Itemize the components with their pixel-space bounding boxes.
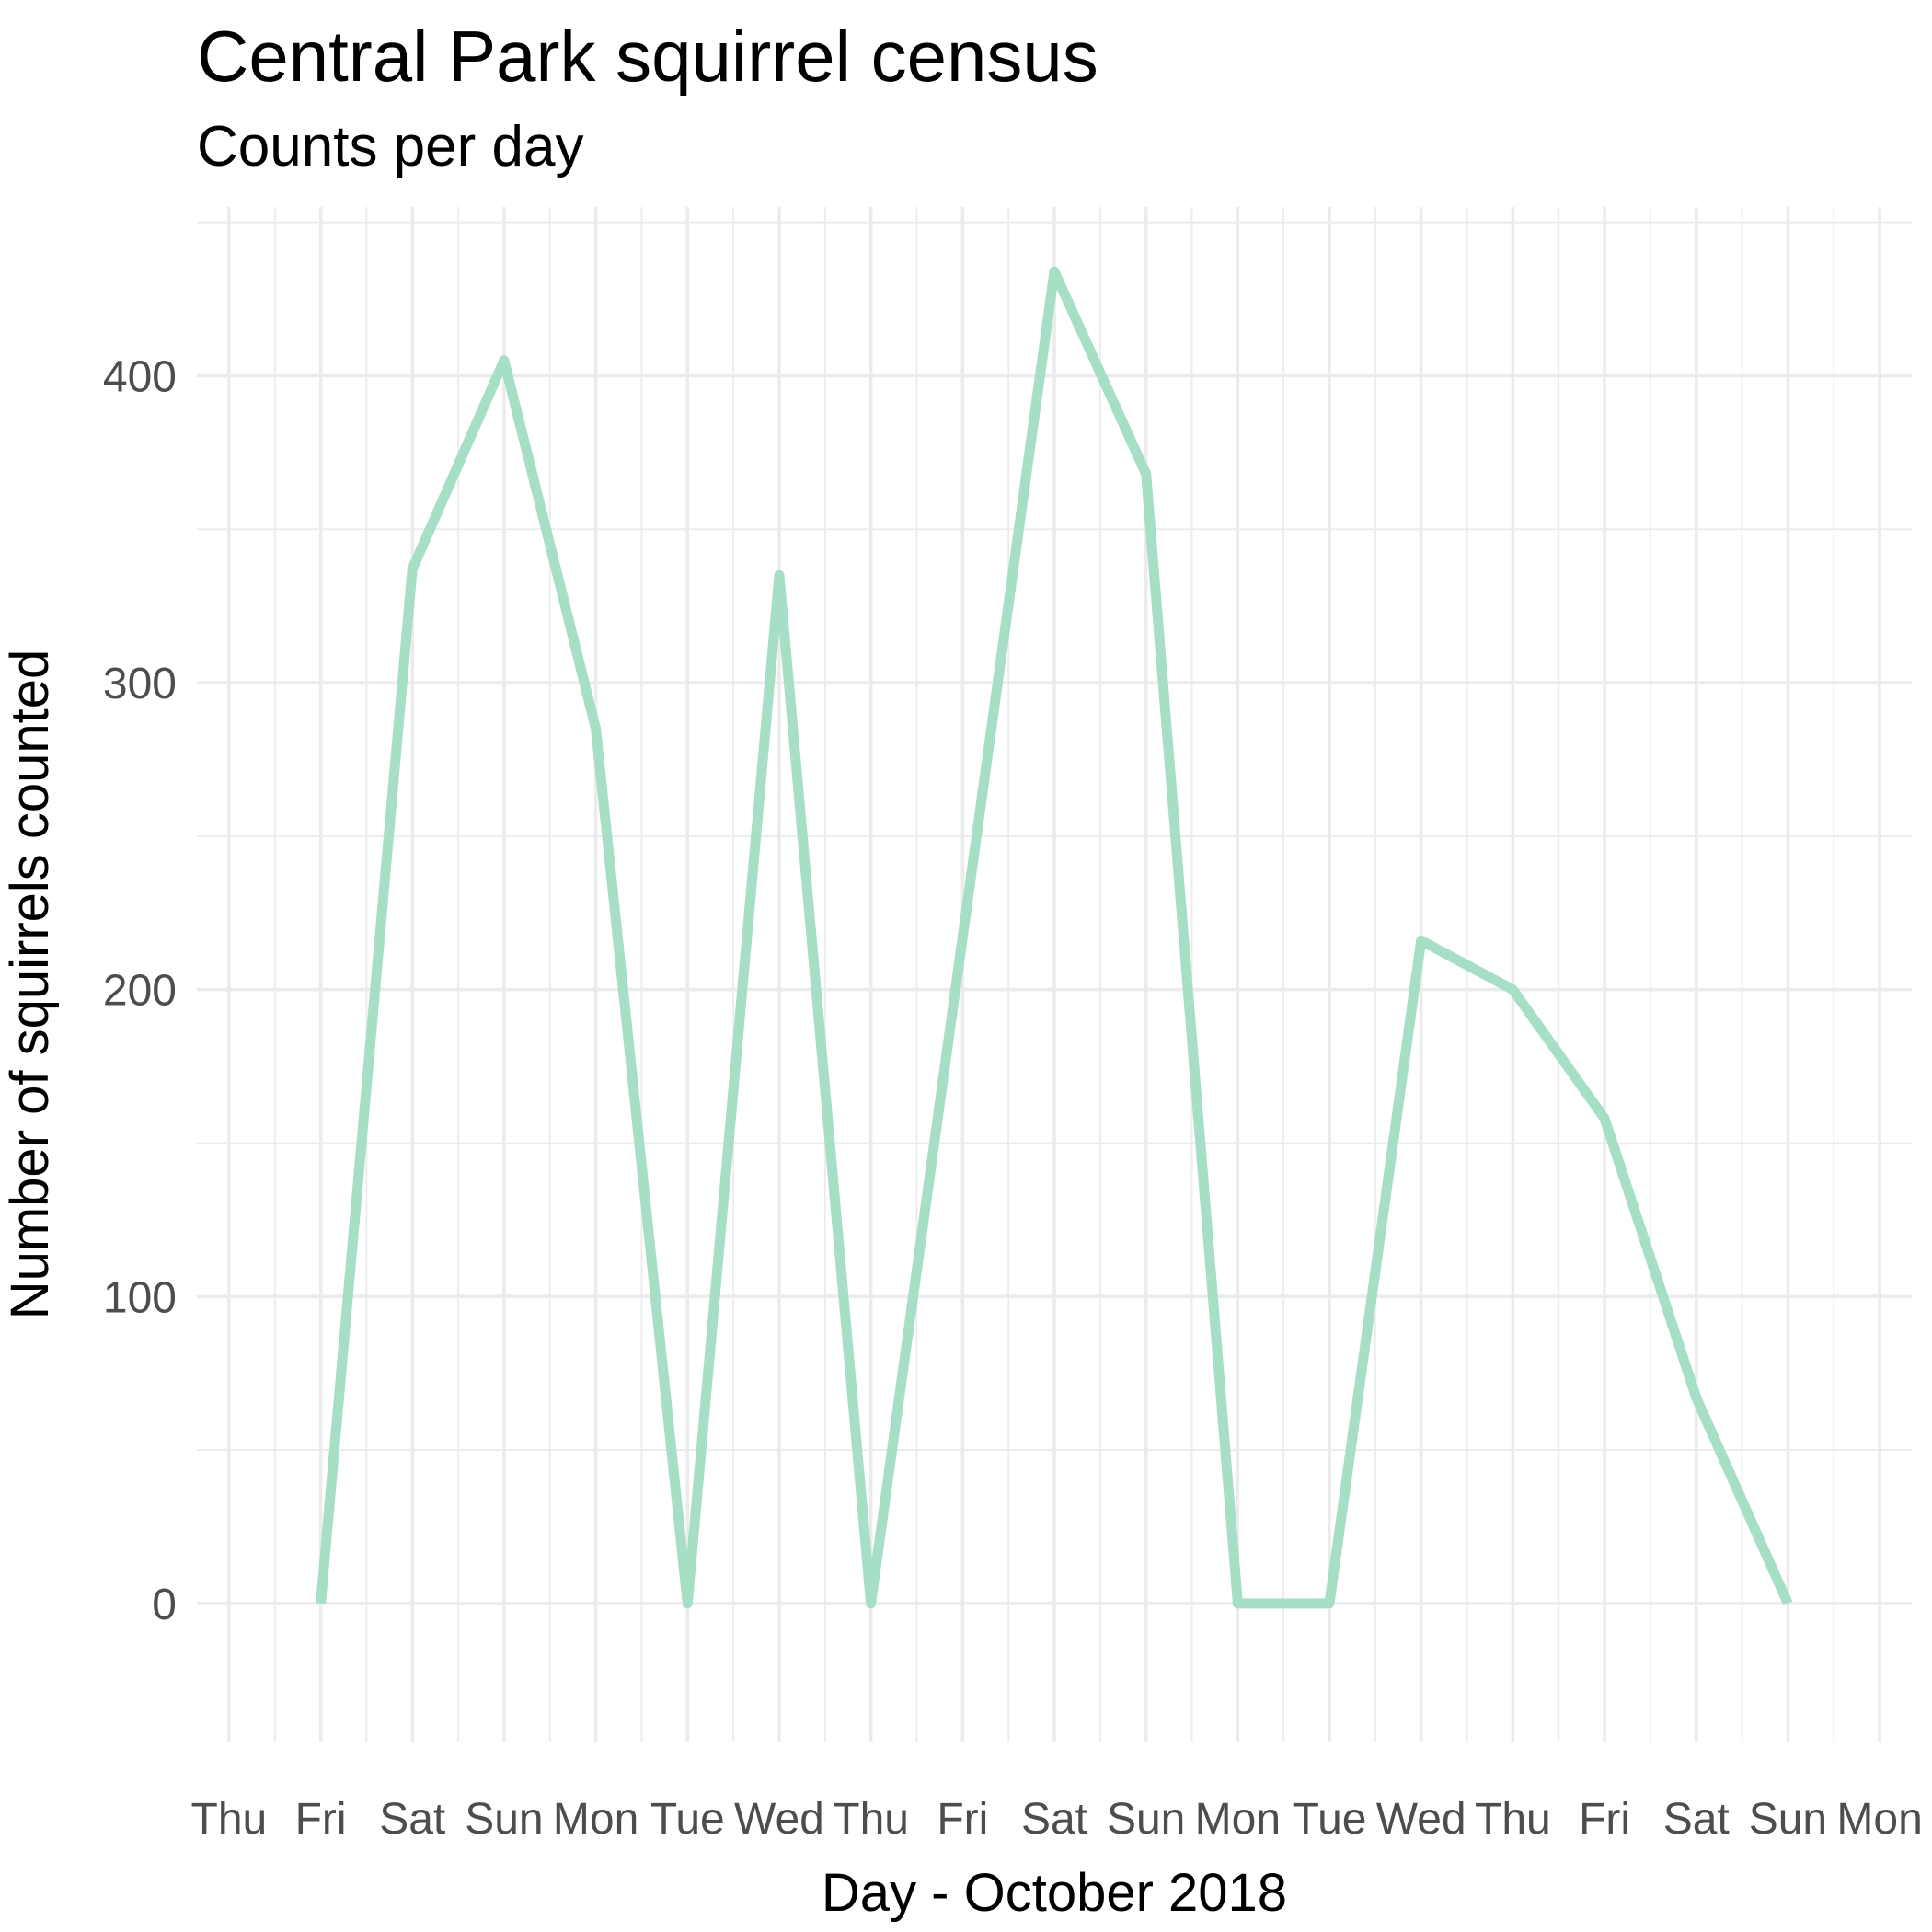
y-tick-label: 400 — [103, 352, 177, 401]
x-tick-label: Mon — [1195, 1795, 1281, 1844]
x-tick-label: Sun — [1107, 1795, 1185, 1844]
y-axis-tick-labels: 0 100 200 300 400 — [103, 352, 177, 1628]
x-tick-label: Mon — [1836, 1795, 1922, 1844]
x-tick-label: Sun — [1749, 1795, 1827, 1844]
x-tick-label: Tue — [650, 1795, 725, 1844]
x-tick-label: Wed — [1376, 1795, 1466, 1844]
x-tick-label: Fri — [1579, 1795, 1630, 1844]
chart-subtitle: Counts per day — [197, 115, 583, 178]
x-tick-label: Sat — [1021, 1795, 1087, 1844]
x-tick-label: Thu — [833, 1795, 909, 1844]
y-tick-label: 300 — [103, 660, 177, 708]
x-axis-title: Day - October 2018 — [822, 1863, 1287, 1923]
x-tick-label: Thu — [191, 1795, 268, 1844]
y-axis-title: Number of squirrels counted — [0, 650, 60, 1320]
chart-title: Central Park squirrel census — [197, 16, 1098, 97]
x-tick-label: Sat — [1663, 1795, 1730, 1844]
x-tick-label: Mon — [553, 1795, 638, 1844]
y-tick-label: 100 — [103, 1273, 177, 1322]
x-tick-label: Thu — [1475, 1795, 1551, 1844]
grid-lines — [197, 207, 1912, 1742]
x-tick-label: Tue — [1293, 1795, 1367, 1844]
x-tick-label: Sat — [379, 1795, 445, 1844]
x-tick-label: Fri — [937, 1795, 988, 1844]
x-tick-label: Wed — [734, 1795, 824, 1844]
x-tick-label: Fri — [295, 1795, 347, 1844]
series-lines — [316, 266, 1793, 1609]
series-line-0 — [316, 266, 1793, 1609]
x-tick-label: Sun — [465, 1795, 543, 1844]
y-tick-label: 200 — [103, 967, 177, 1016]
x-axis-tick-labels: Thu Fri Sat Sun Mon Tue Wed Thu Fri Sat Sun Mon Tue W… — [191, 1795, 1923, 1844]
y-tick-label: 0 — [152, 1581, 177, 1629]
